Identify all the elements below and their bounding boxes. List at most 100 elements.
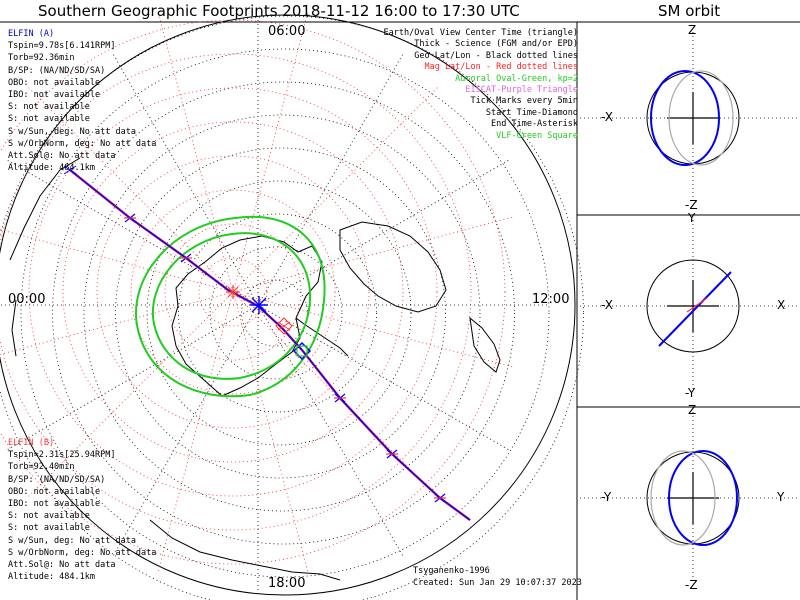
- geo-lat-circle: [241, 279, 308, 347]
- time-label-right: 12:00: [532, 292, 570, 307]
- sm-orbit-b: [668, 70, 734, 166]
- geo-lon-line: [257, 159, 510, 306]
- geo-lon-line: [112, 53, 259, 306]
- elfin-b-info-line: IBO: not available: [8, 499, 101, 510]
- geo-lon-line: [257, 304, 510, 451]
- geo-lat-circle: [0, 15, 584, 600]
- africa-outline: [9, 157, 81, 261]
- elfin-b-info-line: Tspin=2.31s[25.94RPM]: [8, 450, 116, 461]
- geo-lat-circle: [52, 81, 515, 545]
- geo-lat-circle: [209, 246, 343, 380]
- mag-lat-circle: [164, 223, 302, 361]
- sm-label-left: -X: [601, 110, 613, 124]
- elfin-b-info-line: Torb=92.40min: [8, 462, 75, 473]
- mag-lat-circle: [96, 155, 370, 429]
- sm-label-top: Z: [688, 23, 697, 37]
- sm-earth: [646, 259, 740, 353]
- elfin-a-info-line: IBO: not available: [8, 90, 101, 101]
- geo-lon-line: [257, 304, 404, 557]
- legend-entry: Thick - Science (FGM and/or EPD): [414, 39, 578, 50]
- sm-label-left: -Y: [601, 490, 612, 504]
- auroral-oval-outer: [135, 215, 326, 398]
- elfin-a-info-line: Torb=92.36min: [8, 53, 75, 64]
- elfin-a-info-line: B/SP: (NA/ND/SD/SA): [8, 65, 106, 76]
- elfin-b-info-line: Altitude: 484.1km: [8, 572, 95, 583]
- elfin-b-info-line: Att.Sol@: No att data: [8, 560, 116, 571]
- australia-outline: [339, 221, 447, 313]
- antarctic-peninsula: [295, 317, 349, 357]
- elfin-b-info-line: B/SP: (NA/ND/SD/SA): [8, 474, 106, 485]
- elfin-a-info-line: S: not available: [8, 102, 90, 113]
- legend-entry: Start Time-Diamond: [485, 107, 578, 118]
- elfin-a-info-line: OBO: not available: [8, 77, 101, 88]
- south-america-outline: [149, 519, 341, 581]
- elfin-a-track: [69, 169, 471, 521]
- sm-orbit-a: [650, 70, 720, 166]
- mag-lat-circle: [0, 19, 506, 565]
- vlf-square: [296, 345, 308, 357]
- sm-label-bottom: -Z: [685, 578, 698, 592]
- sm-label-bottom: -Y: [685, 386, 696, 400]
- earth-disk: [0, 14, 576, 596]
- elfin-b-info-line: S w/OrbNorm, deg: No att data: [8, 547, 157, 558]
- sm-orbit-b: [650, 450, 716, 546]
- mag-lat-circle: [198, 257, 268, 327]
- mag-pole-asterisk: [226, 285, 240, 299]
- time-label-left: 00:00: [8, 292, 46, 307]
- africa-south: [11, 299, 17, 357]
- elfin-a-info-line: S w/OrbNorm, deg: No att data: [8, 138, 157, 149]
- geo-lon-line: [6, 304, 259, 451]
- elfin-b-ticks: [124, 217, 446, 499]
- mag-lon-line: [232, 11, 309, 293]
- legend-entry: End Time-Asterisk: [491, 119, 578, 130]
- sm-label-bottom: -Z: [685, 198, 698, 212]
- elfin-a-info: ELFIN (A) Tspin=9.78s[6.141RPM] Torb=92.3…: [8, 28, 156, 174]
- sm-label-right: Y: [777, 490, 785, 504]
- sm-label-right: X: [777, 298, 786, 312]
- legend-entry: EISCAT-Purple Triangle: [465, 85, 578, 96]
- legend-entry: VLF-Green Square: [496, 130, 578, 141]
- elfin-b-info: ELFIN (B) Tspin=2.31s[25.94RPM] Torb=92.4…: [8, 437, 156, 583]
- created-label: Created: Sun Jan 29 10:07:37 2023: [413, 577, 582, 588]
- sm-label-top: Y: [688, 211, 696, 225]
- footer: Tsyganenko-1996 Created: Sun Jan 29 10:0…: [413, 566, 582, 589]
- sm-orbit-b: [686, 297, 708, 313]
- time-label-bottom: 18:00: [268, 576, 306, 591]
- geo-pole-asterisk: [250, 296, 268, 314]
- mag-lon-line: [232, 216, 514, 293]
- mag-lon-line: [232, 291, 309, 573]
- mag-lon-line: [157, 11, 234, 293]
- continent-outlines: [9, 157, 501, 581]
- elfin-a-info-line: Tspin=9.78s[6.141RPM]: [8, 41, 116, 52]
- legend-entry: Tick Marks every 5min: [470, 96, 578, 107]
- geo-lon-line: [257, 53, 404, 306]
- auroral-oval-inner: [151, 232, 312, 380]
- mag-lon-line: [157, 291, 234, 573]
- elfin-b-info-line: OBO: not available: [8, 486, 101, 497]
- end-asterisk: [63, 165, 77, 175]
- mag-lat-circle: [130, 189, 336, 395]
- geo-lon-line: [112, 304, 259, 557]
- sm-orbit-title: SM orbit: [658, 2, 721, 20]
- mag-lat-circle: [62, 121, 404, 463]
- legend-entry: Geo Lat/Lon - Black dotted lines: [414, 50, 578, 61]
- new-zealand-outline: [469, 316, 501, 373]
- elfin-a-name: ELFIN (A): [8, 29, 55, 39]
- geo-lat-circle: [83, 114, 481, 512]
- mag-lon-line: [0, 229, 234, 293]
- sm-label-left: -X: [601, 298, 613, 312]
- mag-lon-line: [232, 291, 514, 368]
- mag-lon-line: [27, 86, 234, 293]
- legend: Earth/Oval View Center Time (triangle) Th…: [384, 28, 578, 142]
- elfin-a-info-line: Att.Sol@: No att data: [8, 151, 116, 162]
- mag-lon-line: [0, 291, 234, 355]
- antarctica-outline: [171, 235, 323, 397]
- elfin-a-info-line: S: not available: [8, 114, 90, 125]
- sm-orbit-a: [668, 450, 738, 546]
- sm-orbit-a: [658, 271, 732, 347]
- geo-lat-circle: [146, 180, 412, 446]
- elfin-b-info-line: S w/Sun, deg: No att data: [8, 535, 136, 546]
- elfin-b-name: ELFIN (B): [8, 438, 55, 448]
- geo-lat-circle: [20, 48, 550, 578]
- legend-entry: Mag Lat/Lon - Red dotted lines: [424, 62, 578, 73]
